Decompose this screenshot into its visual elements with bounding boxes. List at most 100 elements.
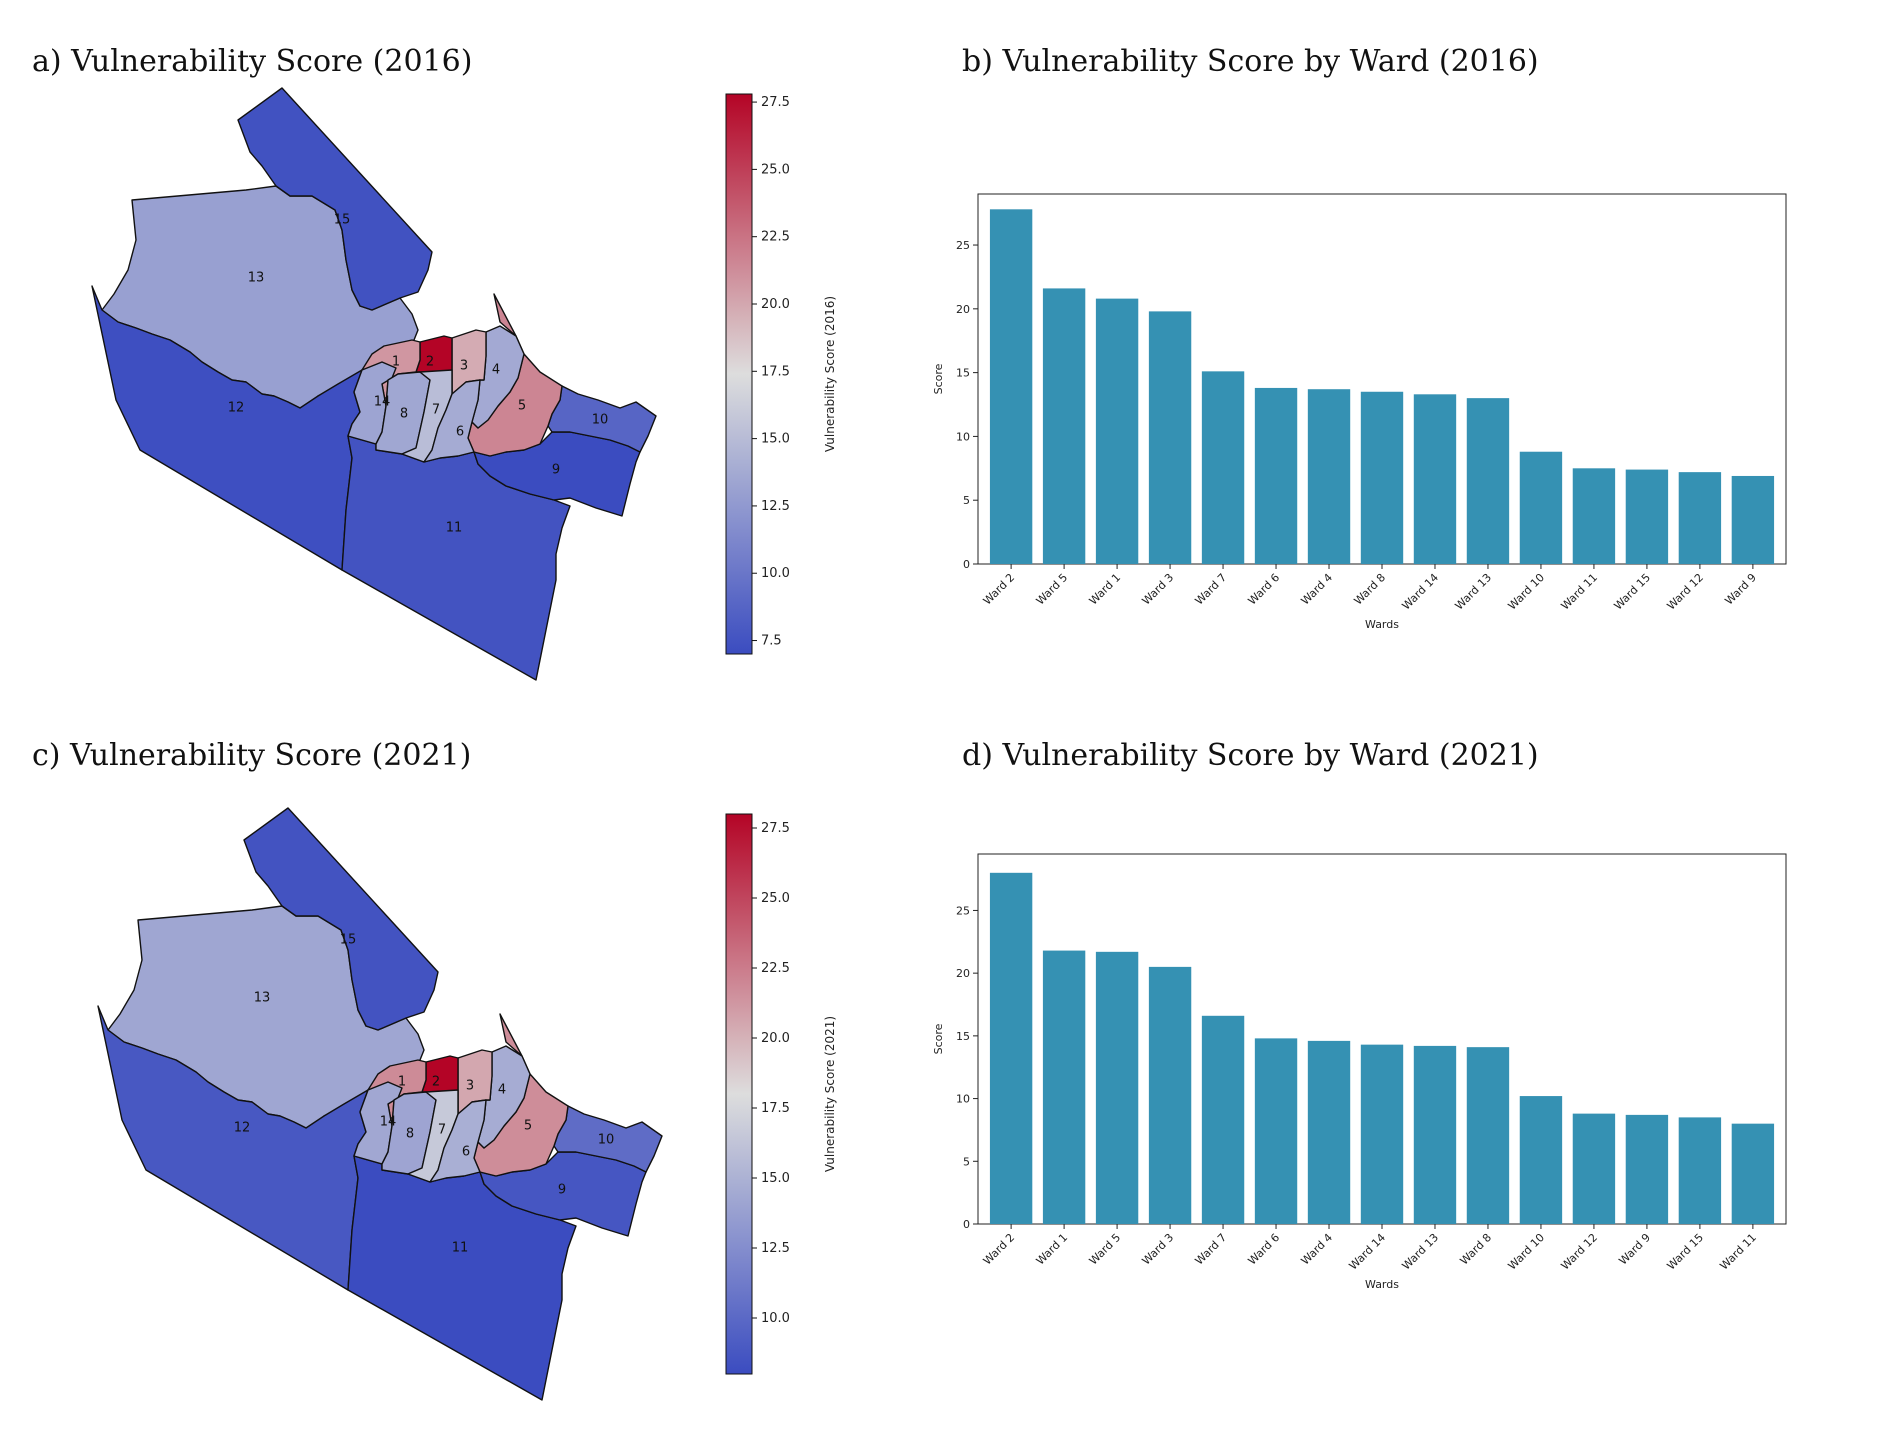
colorbar-2016: 7.5 10.0 12.5 15.0 17.5 20.0 22.5 25.0 27.5 Vulne… — [725, 93, 837, 655]
colorbar-tick-label: 27.5 — [761, 95, 790, 110]
bar-ward-9 — [1731, 475, 1775, 564]
bar-ward-11 — [1572, 468, 1616, 564]
bar-ward-11 — [1731, 1123, 1775, 1224]
ward-15-label: 15 — [334, 213, 351, 228]
bar-ward-2 — [989, 209, 1033, 564]
ward-10-label: 10 — [598, 1133, 615, 1148]
colorbar-tick-label: 20.0 — [761, 297, 790, 312]
ward-11-label: 11 — [452, 1241, 469, 1256]
x-tick-label: Ward 12 — [1665, 571, 1707, 613]
ward-15-label: 15 — [340, 933, 357, 948]
bar-ward-7 — [1201, 371, 1245, 564]
ward-13-label: 13 — [248, 271, 265, 286]
panel-d-title: d) Vulnerability Score by Ward (2021) — [962, 738, 1539, 773]
panel-c-title: c) Vulnerability Score (2021) — [32, 738, 472, 773]
y-tick-label: 15 — [956, 367, 970, 380]
colorbar-tick-label: 17.5 — [761, 1101, 790, 1116]
colorbar-tick-label: 22.5 — [761, 961, 790, 976]
bar-ward-12 — [1678, 472, 1722, 564]
bar-ward-12 — [1572, 1113, 1616, 1224]
ward-2-label: 2 — [432, 1075, 440, 1090]
ward-15-region — [237, 87, 433, 311]
y-tick-label: 5 — [963, 494, 970, 507]
ward-5-label: 5 — [524, 1119, 532, 1134]
x-tick-label: Ward 1 — [1034, 1231, 1071, 1268]
bar-ward-1 — [1042, 950, 1086, 1224]
x-tick-label: Ward 11 — [1717, 1231, 1759, 1273]
ward-map-2021: 13 15 12 11 9 10 5 4 3 2 1 14 8 7 6 — [97, 807, 663, 1401]
bar-ward-3 — [1148, 311, 1192, 564]
colorbar-tick-label: 15.0 — [761, 432, 790, 447]
colorbar-tick-label: 10.0 — [761, 566, 790, 581]
x-tick-label: Ward 12 — [1559, 1231, 1601, 1273]
colorbar-label: Vulnerability Score (2016) — [823, 296, 837, 452]
bar-ward-8 — [1466, 1047, 1510, 1224]
x-tick-label: Ward 10 — [1506, 571, 1548, 613]
bar-ward-14 — [1413, 394, 1457, 564]
x-tick-label: Ward 15 — [1612, 571, 1654, 613]
ward-9-label: 9 — [558, 1183, 566, 1198]
x-tick-label: Ward 11 — [1559, 571, 1601, 613]
ward-12-label: 12 — [234, 1121, 251, 1136]
ward-8-label: 8 — [406, 1127, 414, 1142]
ward-3-label: 3 — [466, 1079, 474, 1094]
y-tick-label: 10 — [956, 1093, 970, 1106]
ward-12-label: 12 — [228, 401, 245, 416]
y-tick-label: 20 — [956, 967, 970, 980]
x-tick-label: Ward 6 — [1246, 1231, 1283, 1268]
ward-15-region — [243, 807, 439, 1031]
colorbar-tick-label: 17.5 — [761, 364, 790, 379]
colorbar-tick-label: 25.0 — [761, 162, 790, 177]
y-axis-title: Score — [932, 1023, 945, 1054]
bar-ward-5 — [1042, 288, 1086, 564]
ward-4-label: 4 — [498, 1083, 506, 1098]
bar-ward-6 — [1254, 1038, 1298, 1224]
ward-7-label: 7 — [438, 1123, 446, 1138]
ward-5-label: 5 — [518, 399, 526, 414]
x-axis-title: Wards — [1365, 1278, 1399, 1291]
x-tick-label: Ward 8 — [1352, 571, 1389, 608]
colorbar-tick-label: 15.0 — [761, 1171, 790, 1186]
x-tick-label: Ward 9 — [1722, 571, 1759, 608]
x-tick-label: Ward 5 — [1087, 1231, 1124, 1268]
ward-3-label: 3 — [460, 359, 468, 374]
bar-ward-4 — [1307, 1040, 1351, 1224]
x-tick-label: Ward 7 — [1193, 1231, 1230, 1268]
colorbar-gradient — [725, 93, 753, 655]
y-tick-label: 0 — [963, 558, 970, 571]
x-tick-label: Ward 6 — [1246, 571, 1283, 608]
ward-6-label: 6 — [456, 425, 464, 440]
bar-ward-13 — [1466, 398, 1510, 564]
y-tick-label: 20 — [956, 303, 970, 316]
ward-6-region — [429, 1099, 487, 1183]
bar-ward-9 — [1625, 1114, 1669, 1224]
ward-1-label: 1 — [398, 1075, 406, 1090]
ward-13-label: 13 — [254, 991, 271, 1006]
x-tick-label: Ward 8 — [1458, 1231, 1495, 1268]
x-tick-label: Ward 13 — [1400, 1231, 1442, 1273]
bar-ward-7 — [1201, 1015, 1245, 1224]
x-tick-label: Ward 13 — [1453, 571, 1495, 613]
x-tick-label: Ward 4 — [1299, 571, 1336, 608]
x-tick-label: Ward 2 — [981, 571, 1018, 608]
ward-11-label: 11 — [446, 521, 463, 536]
x-tick-label: Ward 10 — [1506, 1231, 1548, 1273]
colorbar-tick-label: 25.0 — [761, 891, 790, 906]
bar-ward-13 — [1413, 1045, 1457, 1224]
panel-a-title: a) Vulnerability Score (2016) — [32, 44, 473, 79]
bar-ward-1 — [1095, 298, 1139, 564]
y-tick-label: 10 — [956, 430, 970, 443]
x-tick-label: Ward 14 — [1400, 571, 1442, 613]
bar-chart-2016: 0 5 10 15 20 25 Ward 2 Ward 5 Ward 1 Ward 3 Ward 7… — [932, 193, 1787, 631]
x-tick-label: Ward 4 — [1299, 1231, 1336, 1268]
ward-14-label: 14 — [374, 395, 391, 410]
colorbar-tick-label: 27.5 — [761, 821, 790, 836]
bar-ward-14 — [1360, 1044, 1404, 1224]
y-tick-label: 5 — [963, 1155, 970, 1168]
x-tick-label: Ward 7 — [1193, 571, 1230, 608]
ward-8-label: 8 — [400, 407, 408, 422]
colorbar-tick-label: 12.5 — [761, 1241, 790, 1256]
x-tick-label: Ward 3 — [1140, 571, 1177, 608]
bar-ward-8 — [1360, 391, 1404, 564]
ward-10-label: 10 — [592, 413, 609, 428]
